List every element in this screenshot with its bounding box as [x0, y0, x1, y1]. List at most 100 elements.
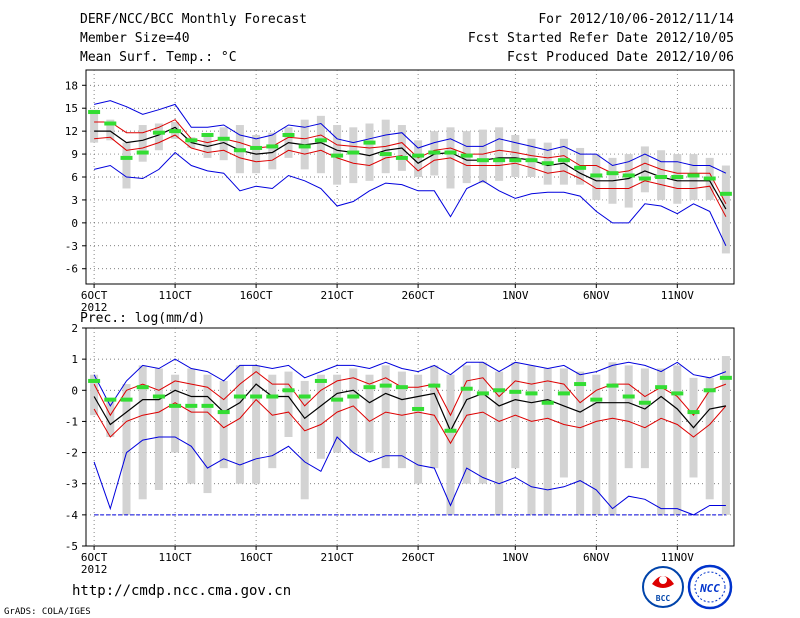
temp-observed-mark	[493, 158, 506, 163]
temp-observed-mark	[557, 158, 570, 163]
temp-observed-mark	[379, 152, 392, 157]
prec-observed-mark	[88, 378, 101, 383]
temp-observed-mark	[331, 153, 344, 158]
prec-xtick-label: 16OCT	[240, 551, 273, 564]
temp-observed-mark	[298, 144, 311, 149]
prec-spread-box	[640, 368, 649, 469]
prec-spread-box	[90, 374, 99, 416]
temp-spread-box	[527, 138, 536, 177]
prec-spread-box	[462, 365, 471, 484]
temp-observed-mark	[590, 173, 603, 178]
temp-observed-mark	[314, 138, 327, 143]
temp-spread-box	[316, 115, 325, 174]
prec-observed-mark	[233, 394, 246, 399]
temp-ytick-label: 0	[71, 217, 78, 230]
prec-observed-mark	[136, 385, 149, 390]
ncc-logo: NCC	[687, 564, 733, 610]
temp-observed-mark	[574, 165, 587, 170]
prec-plot-frame	[85, 327, 735, 547]
prec-spread-box	[284, 371, 293, 437]
bcc-logo: BCC	[642, 566, 684, 608]
prec-spread-box	[414, 374, 423, 484]
prec-ytick-label: 2	[71, 322, 78, 335]
prec-spread-box	[187, 368, 196, 484]
prec-xtick-label: 1NOV	[502, 551, 529, 564]
prec-observed-mark	[509, 389, 522, 394]
temp-observed-mark	[136, 150, 149, 155]
prec-spread-box	[381, 365, 390, 469]
temp-observed-mark	[655, 175, 668, 179]
temp-observed-mark	[525, 158, 538, 163]
prec-spread-box	[478, 362, 487, 484]
prec-spread-box	[268, 374, 277, 469]
prec-observed-mark	[298, 394, 311, 399]
temp-observed-mark	[152, 130, 165, 135]
prec-year-label: 2012	[81, 563, 108, 576]
prec-spread-box	[333, 374, 342, 453]
prec-observed-mark	[185, 403, 198, 408]
prec-ytick-label: -2	[65, 447, 78, 460]
prec-observed-mark	[687, 410, 700, 415]
prec-spread-box	[300, 380, 309, 500]
prec-spread-box	[171, 374, 180, 453]
prec-observed-mark	[557, 391, 570, 396]
prec-ytick-label: 0	[71, 384, 78, 397]
prec-ytick-label: -5	[65, 540, 78, 553]
temp-spread-box	[511, 134, 520, 177]
temp-observed-mark	[444, 150, 457, 155]
temp-xtick-label: 11NOV	[661, 289, 694, 302]
temp-observed-mark	[169, 129, 182, 134]
temp-observed-mark	[282, 132, 295, 137]
prec-observed-mark	[282, 388, 295, 393]
temp-observed-mark	[671, 175, 684, 179]
prec-observed-mark	[541, 400, 554, 405]
figure-title: DERF/NCC/BCC Monthly Forecast	[80, 12, 307, 27]
temp-observed-mark	[412, 153, 425, 158]
temp-spread-box	[268, 132, 277, 170]
prec-spread-box	[592, 374, 601, 515]
temp-min-line	[93, 151, 727, 247]
temp-observed-mark	[606, 171, 619, 176]
prec-spread-box	[673, 365, 682, 515]
prec-ytick-label: -1	[65, 415, 78, 428]
prec-spread-box	[430, 365, 439, 469]
prec-spread-box	[138, 365, 147, 500]
prec-xtick-label: 6NOV	[583, 551, 610, 564]
prec-ytick-label: 1	[71, 353, 78, 366]
temp-xtick-label: 11OCT	[159, 289, 192, 302]
temp-observed-mark	[687, 173, 700, 178]
prec-observed-mark	[606, 383, 619, 388]
member-size: Member Size=40	[80, 31, 190, 46]
temp-q1-line	[94, 134, 727, 217]
prec-min-line	[93, 436, 726, 516]
temp-ytick-label: 3	[71, 194, 78, 207]
temp-observed-mark	[428, 150, 441, 155]
prec-observed-mark	[412, 406, 425, 411]
prec-spread-box	[576, 371, 585, 515]
prec-observed-mark	[590, 397, 603, 402]
temp-spread-box	[349, 127, 358, 184]
prec-observed-mark	[428, 383, 441, 388]
prec-max-line	[93, 358, 727, 407]
temp-ytick-label: 18	[65, 79, 78, 92]
prec-observed-mark	[655, 385, 668, 390]
prec-observed-mark	[638, 400, 651, 405]
precip-panel-title: Prec.: log(mm/d)	[80, 311, 205, 326]
temp-observed-mark	[363, 140, 376, 145]
temp-observed-mark	[476, 158, 489, 163]
temp-observed-mark	[233, 148, 246, 153]
prec-spread-box	[397, 371, 406, 469]
temp-spread-box	[106, 119, 115, 141]
temp-observed-mark	[460, 153, 473, 158]
temp-year-label: 2012	[81, 301, 108, 314]
temp-observed-mark	[347, 150, 360, 155]
temp-observed-mark	[104, 121, 117, 126]
prec-spread-box	[203, 374, 212, 494]
prec-xtick-label: 11OCT	[159, 551, 192, 564]
prec-observed-mark	[476, 391, 489, 396]
prec-spread-box	[527, 365, 536, 515]
variable-label: Mean Surf. Temp.: °C	[80, 50, 237, 65]
prec-spread-box	[543, 368, 552, 515]
